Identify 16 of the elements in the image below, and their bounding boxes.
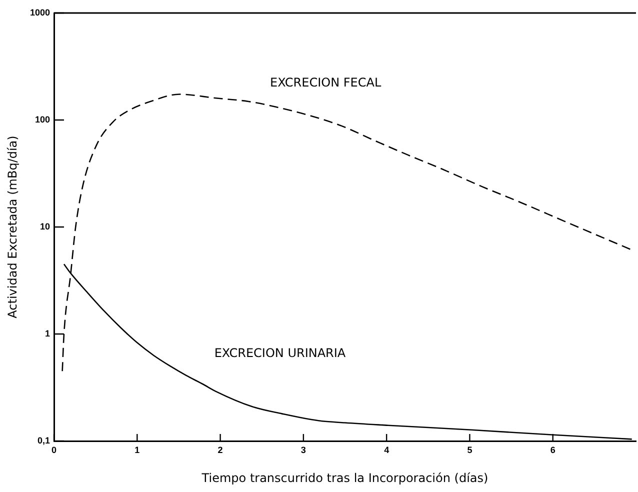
y-axis-title: Actividad Excretada (mBq/día) [5, 136, 20, 318]
y-tick-label: 1000 [30, 7, 50, 18]
x-tick-label: 6 [550, 444, 556, 455]
y-tick-label: 100 [34, 114, 50, 124]
x-tick-label: 5 [467, 444, 472, 455]
series-label: EXCRECION FECAL [270, 75, 382, 90]
text: EXCRECION URINARIA [214, 346, 346, 360]
x-tick-label: 1 [134, 444, 140, 455]
x-axis-title: Tiempo transcurrido tras la Incorporación (días) [200, 470, 488, 485]
y-tick-label: 10 [40, 221, 50, 232]
x-tick-label: 3 [300, 444, 306, 455]
x-tick-label: 0 [51, 444, 57, 455]
x-tick-label: 4 [384, 444, 390, 455]
y-tick-label: 0,1 [37, 435, 50, 446]
x-tick-label: 2 [218, 444, 223, 455]
y-tick-label: 1 [44, 328, 50, 338]
